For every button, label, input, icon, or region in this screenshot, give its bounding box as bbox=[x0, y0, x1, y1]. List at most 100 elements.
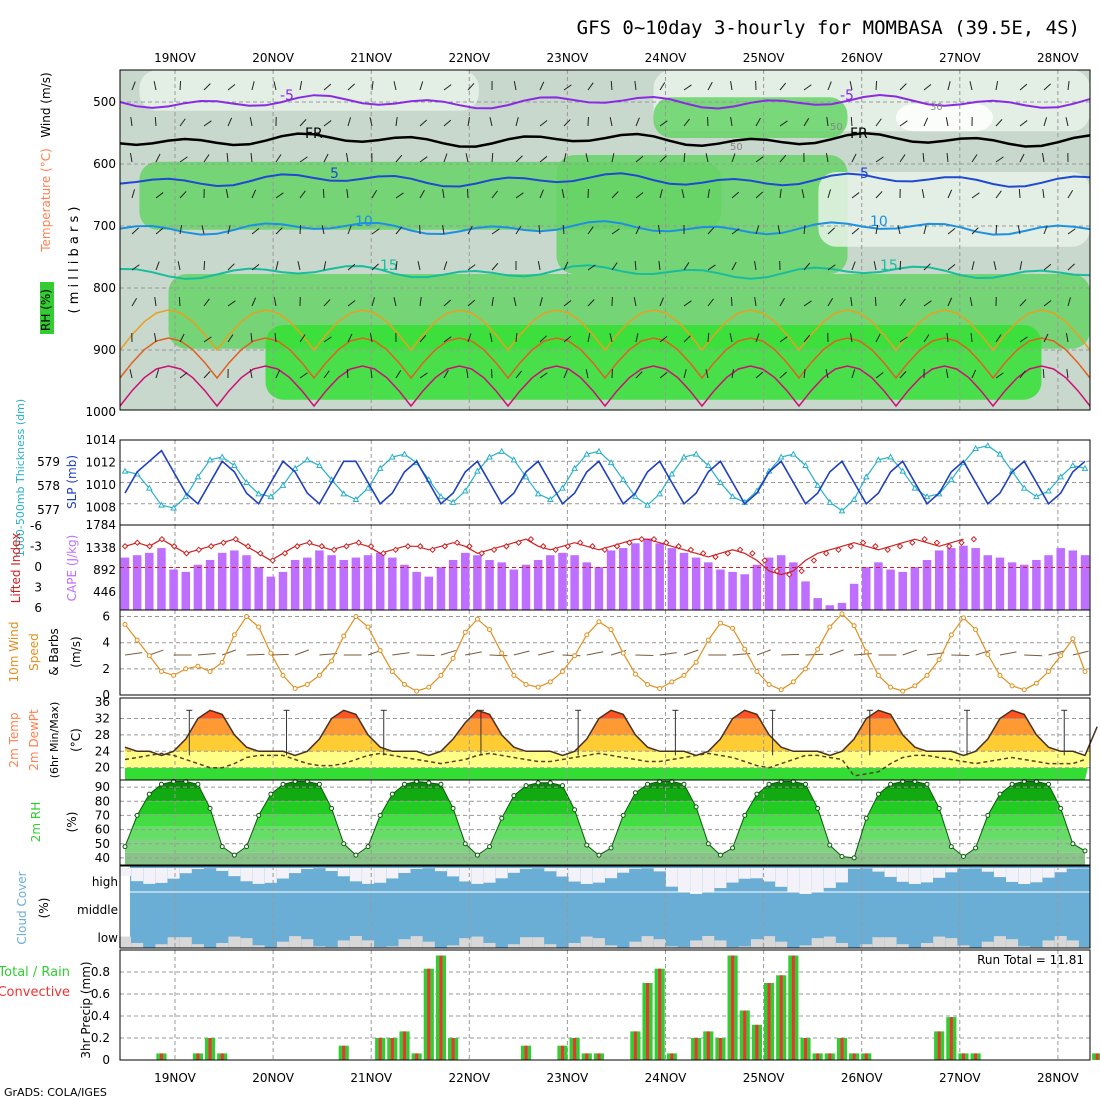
cape-bar bbox=[205, 559, 215, 610]
wind-barb bbox=[1048, 650, 1065, 656]
high-cloud-block bbox=[665, 868, 678, 887]
cape-bar bbox=[145, 552, 154, 610]
wind-barb bbox=[227, 84, 236, 91]
thickness-marker bbox=[1069, 461, 1077, 468]
wind-barb bbox=[803, 262, 811, 271]
wind-barb bbox=[393, 297, 397, 307]
precip-conv-bar bbox=[706, 1031, 710, 1060]
temperature-contour bbox=[119, 264, 1091, 280]
wind-barb bbox=[995, 224, 998, 235]
wind10-marker bbox=[559, 668, 565, 674]
high-cloud-block bbox=[1042, 868, 1055, 878]
chart-title: GFS 0~10day 3-hourly for MOMBASA (39.5E,… bbox=[577, 17, 1080, 39]
rh-marker bbox=[584, 842, 590, 848]
warm-contour bbox=[119, 365, 1091, 408]
wind-barb bbox=[681, 189, 685, 199]
wind10-marker bbox=[304, 682, 310, 688]
li-marker bbox=[318, 543, 326, 550]
precip-conv-bar bbox=[743, 1010, 747, 1060]
precip-conv-bar bbox=[415, 1053, 419, 1060]
wind-barb bbox=[346, 368, 349, 379]
low-cloud-block bbox=[252, 945, 265, 948]
li-marker bbox=[798, 567, 805, 575]
high-cloud-block bbox=[471, 868, 484, 884]
thickness-marker bbox=[814, 481, 822, 488]
wind10-marker bbox=[462, 629, 468, 635]
wind-barb bbox=[634, 260, 637, 271]
wind-barb bbox=[345, 153, 349, 163]
thickness-marker bbox=[668, 470, 676, 477]
contour-label: 10 bbox=[870, 214, 888, 230]
thickness-marker bbox=[862, 473, 870, 480]
wind-barb bbox=[755, 225, 760, 235]
dewpoint-line bbox=[124, 752, 1086, 777]
cape-bar bbox=[594, 567, 604, 610]
cape-bar bbox=[898, 571, 907, 610]
wind-barb bbox=[854, 653, 872, 656]
wind-barb bbox=[609, 117, 613, 127]
thickness-marker bbox=[559, 484, 566, 491]
wind10-marker bbox=[839, 611, 845, 617]
wind-barb bbox=[1072, 650, 1089, 656]
thickness-marker bbox=[1033, 493, 1040, 500]
high-cloud-block bbox=[993, 868, 1006, 878]
wind-barb bbox=[899, 83, 907, 91]
wind-barb bbox=[563, 261, 569, 271]
high-cloud-block bbox=[981, 868, 994, 872]
high-cloud-block bbox=[702, 868, 715, 893]
thickness-marker bbox=[291, 464, 299, 471]
wind-barb bbox=[849, 81, 853, 91]
li-marker bbox=[896, 543, 904, 550]
cape-bar bbox=[521, 564, 531, 610]
wind-barb bbox=[923, 334, 930, 343]
wind-barb bbox=[635, 654, 654, 657]
wind-barb bbox=[587, 299, 595, 307]
low-cloud-block bbox=[289, 936, 302, 948]
thickness-marker bbox=[571, 464, 578, 471]
cape-bar bbox=[497, 562, 506, 610]
high-cloud-block bbox=[507, 868, 520, 873]
precip-conv-bar bbox=[816, 1053, 820, 1060]
low-cloud-block bbox=[228, 936, 241, 948]
wind-barb bbox=[707, 264, 716, 271]
thickness-marker bbox=[206, 456, 214, 463]
thickness-marker bbox=[437, 493, 445, 500]
wind-barb bbox=[971, 192, 980, 199]
thickness-line bbox=[124, 445, 1086, 512]
wind-barb bbox=[222, 649, 237, 656]
wind-barb bbox=[970, 332, 973, 343]
wind-barb bbox=[995, 119, 1003, 127]
rh-marker bbox=[742, 812, 748, 818]
wind10-marker bbox=[401, 682, 407, 688]
low-cloud-block bbox=[580, 936, 593, 948]
wind-barb bbox=[443, 299, 452, 307]
cape-bar bbox=[655, 543, 664, 610]
wind10-marker bbox=[936, 657, 942, 663]
wind-barb bbox=[849, 333, 853, 343]
temperature-contour bbox=[119, 93, 1091, 110]
cape-bar bbox=[606, 550, 616, 610]
li-marker bbox=[269, 557, 276, 564]
temp-tick-label: 20 bbox=[95, 761, 110, 775]
wind-barb bbox=[513, 297, 517, 307]
wind10-marker bbox=[122, 621, 128, 627]
wind-barb bbox=[203, 120, 212, 127]
wind-barb bbox=[563, 369, 568, 379]
thickness-marker bbox=[340, 490, 348, 497]
cape-bar bbox=[691, 557, 701, 610]
wind10-marker bbox=[268, 650, 274, 656]
cape-bar bbox=[558, 552, 567, 610]
precip-conv-bar bbox=[840, 1038, 844, 1060]
low-cloud-block bbox=[362, 940, 375, 948]
wind10-marker bbox=[584, 632, 590, 638]
contour-label: 10 bbox=[355, 214, 373, 230]
wind-barb bbox=[443, 336, 452, 343]
rh-marker bbox=[547, 780, 553, 786]
low-cloud-block bbox=[738, 946, 751, 948]
thickness-marker bbox=[352, 495, 360, 502]
high-cloud-block bbox=[629, 868, 642, 869]
wind-barb bbox=[803, 118, 810, 127]
wind-barb bbox=[945, 369, 949, 379]
thickness-marker bbox=[680, 453, 688, 460]
precip-conv-bar bbox=[779, 975, 783, 1060]
